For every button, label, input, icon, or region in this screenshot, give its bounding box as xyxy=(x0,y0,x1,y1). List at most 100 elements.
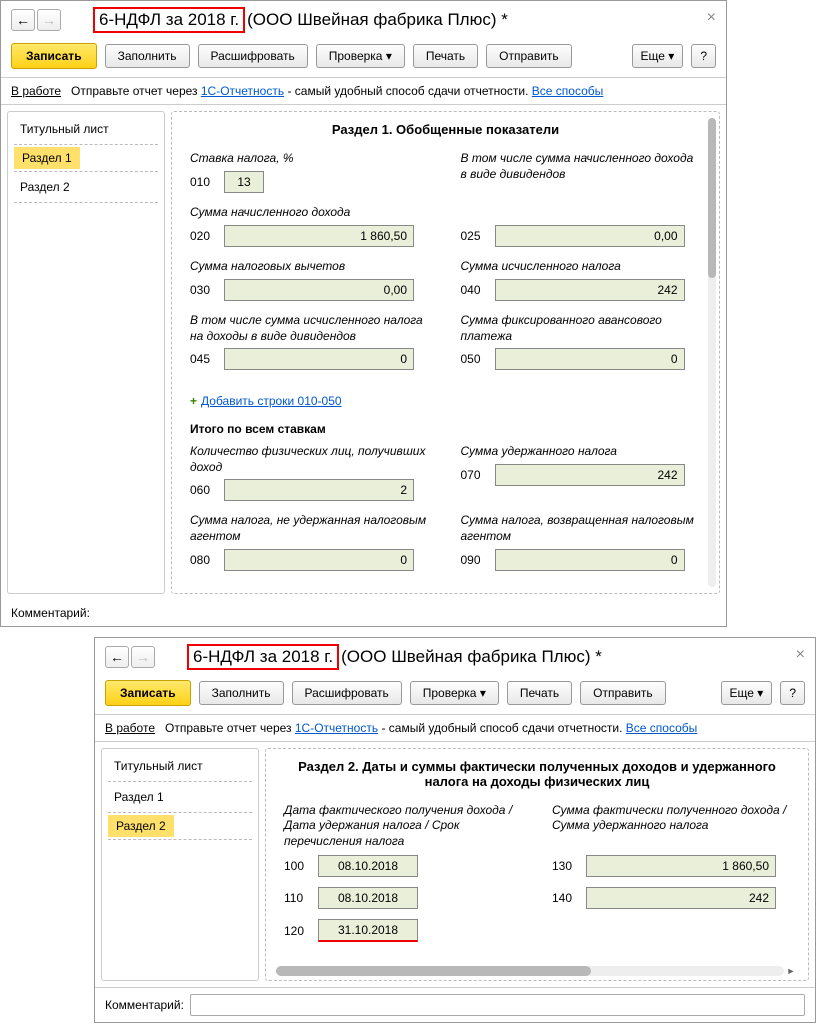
close-icon[interactable]: × xyxy=(796,646,805,664)
field-050[interactable]: 0 xyxy=(495,348,685,370)
label-sums: Сумма фактически полученного дохода / Су… xyxy=(552,803,790,834)
chevron-down-icon: ▾ xyxy=(480,686,486,700)
save-button[interactable]: Записать xyxy=(105,680,191,706)
send-button[interactable]: Отправить xyxy=(486,44,572,68)
fill-button[interactable]: Заполнить xyxy=(105,44,190,68)
label-dividend-income: В том числе сумма начисленного дохода в … xyxy=(461,151,702,182)
body: Титульный лист Раздел 1 Раздел 2 Раздел … xyxy=(1,105,726,600)
sidebar: Титульный лист Раздел 1 Раздел 2 xyxy=(101,748,259,982)
body: Титульный лист Раздел 1 Раздел 2 Раздел … xyxy=(95,742,815,988)
decode-button[interactable]: Расшифровать xyxy=(198,44,308,68)
link-all-methods[interactable]: Все способы xyxy=(626,721,698,735)
field-120[interactable]: 31.10.2018 xyxy=(318,919,418,942)
comment-input[interactable] xyxy=(190,994,805,1016)
chevron-down-icon: ▾ xyxy=(757,686,763,700)
send-button[interactable]: Отправить xyxy=(580,681,666,705)
title-rest: (ООО Швейная фабрика Плюс) * xyxy=(247,10,508,30)
sidebar: Титульный лист Раздел 1 Раздел 2 xyxy=(7,111,165,594)
comment-label: Комментарий: xyxy=(11,606,90,620)
content-section1: Раздел 1. Обобщенные показатели Ставка н… xyxy=(171,111,720,594)
save-button[interactable]: Записать xyxy=(11,43,97,69)
more-button[interactable]: Еще ▾ xyxy=(721,681,773,705)
chevron-down-icon: ▾ xyxy=(668,49,674,63)
status-text: Отправьте отчет через 1С-Отчетность - са… xyxy=(71,84,603,98)
h-scrollbar[interactable]: ◄ ► xyxy=(276,966,784,976)
help-button[interactable]: ? xyxy=(780,681,805,705)
close-icon[interactable]: × xyxy=(707,9,716,27)
field-090[interactable]: 0 xyxy=(495,549,685,571)
print-button[interactable]: Печать xyxy=(413,44,478,68)
code-130: 130 xyxy=(552,859,586,873)
nav-back-button[interactable]: ← xyxy=(11,9,35,31)
label-withheld: Сумма удержанного налога xyxy=(461,444,702,460)
help-button[interactable]: ? xyxy=(691,44,716,68)
toolbar: Записать Заполнить Расшифровать Проверка… xyxy=(95,676,815,714)
field-040[interactable]: 242 xyxy=(495,279,685,301)
plus-icon: + xyxy=(190,394,197,408)
link-1c-report[interactable]: 1С-Отчетность xyxy=(201,84,284,98)
title-highlight: 6-НДФЛ за 2018 г. xyxy=(93,7,245,33)
nav-back-button[interactable]: ← xyxy=(105,646,129,668)
toolbar: Записать Заполнить Расшифровать Проверка… xyxy=(1,39,726,77)
code-040: 040 xyxy=(461,283,495,297)
scroll-right-icon[interactable]: ► xyxy=(786,966,796,976)
field-060[interactable]: 2 xyxy=(224,479,414,501)
nav-forward-button[interactable]: → xyxy=(37,9,61,31)
title-rest: (ООО Швейная фабрика Плюс) * xyxy=(341,647,602,667)
field-020[interactable]: 1 860,50 xyxy=(224,225,414,247)
content-section2: Раздел 2. Даты и суммы фактически получе… xyxy=(265,748,809,982)
chevron-down-icon: ▾ xyxy=(386,49,392,63)
label-tax-rate: Ставка налога, % xyxy=(190,151,431,167)
field-100[interactable]: 08.10.2018 xyxy=(318,855,418,877)
field-045[interactable]: 0 xyxy=(224,348,414,370)
label-dates: Дата фактического получения дохода / Дат… xyxy=(284,803,522,850)
label-income: Сумма начисленного дохода xyxy=(190,205,431,221)
more-button[interactable]: Еще ▾ xyxy=(632,44,684,68)
field-140[interactable]: 242 xyxy=(586,887,776,909)
check-button[interactable]: Проверка ▾ xyxy=(410,681,499,705)
check-button[interactable]: Проверка ▾ xyxy=(316,44,405,68)
window-section1: ← → 6-НДФЛ за 2018 г. (ООО Швейная фабри… xyxy=(0,0,727,627)
fill-button[interactable]: Заполнить xyxy=(199,681,284,705)
label-fixed-advance: Сумма фиксированного авансового платежа xyxy=(461,313,702,344)
decode-button[interactable]: Расшифровать xyxy=(292,681,402,705)
status-label[interactable]: В работе xyxy=(11,84,61,98)
section-heading: Раздел 2. Даты и суммы фактически получе… xyxy=(284,759,790,789)
print-button[interactable]: Печать xyxy=(507,681,572,705)
link-all-methods[interactable]: Все способы xyxy=(532,84,604,98)
label-not-withheld: Сумма налога, не удержанная налоговым аг… xyxy=(190,513,431,544)
add-rows-link[interactable]: Добавить строки 010-050 xyxy=(201,394,342,408)
field-080[interactable]: 0 xyxy=(224,549,414,571)
sidebar-item-section2[interactable]: Раздел 2 xyxy=(8,174,164,200)
nav-forward-button[interactable]: → xyxy=(131,646,155,668)
status-label[interactable]: В работе xyxy=(105,721,155,735)
h-scrollbar-thumb[interactable] xyxy=(276,966,591,976)
code-020: 020 xyxy=(190,229,224,243)
label-div-tax: В том числе сумма исчисленного налога на… xyxy=(190,313,431,344)
status-bar: В работе Отправьте отчет через 1С-Отчетн… xyxy=(1,77,726,105)
sidebar-item-section1[interactable]: Раздел 1 xyxy=(14,147,80,169)
code-050: 050 xyxy=(461,352,495,366)
field-130[interactable]: 1 860,50 xyxy=(586,855,776,877)
code-060: 060 xyxy=(190,483,224,497)
sidebar-item-section2[interactable]: Раздел 2 xyxy=(108,815,174,837)
field-010[interactable]: 13 xyxy=(224,171,264,193)
window-title: 6-НДФЛ за 2018 г. (ООО Швейная фабрика П… xyxy=(187,644,602,670)
sidebar-item-title-page[interactable]: Титульный лист xyxy=(8,116,164,142)
link-1c-report[interactable]: 1С-Отчетность xyxy=(295,721,378,735)
field-030[interactable]: 0,00 xyxy=(224,279,414,301)
status-bar: В работе Отправьте отчет через 1С-Отчетн… xyxy=(95,714,815,742)
code-010: 010 xyxy=(190,175,224,189)
code-080: 080 xyxy=(190,553,224,567)
sidebar-item-title-page[interactable]: Титульный лист xyxy=(102,753,258,779)
comment-row: Комментарий: xyxy=(95,987,815,1022)
field-110[interactable]: 08.10.2018 xyxy=(318,887,418,909)
section-heading: Раздел 1. Обобщенные показатели xyxy=(190,122,701,137)
sidebar-item-section1[interactable]: Раздел 1 xyxy=(102,784,258,810)
scrollbar-thumb[interactable] xyxy=(708,118,716,278)
title-highlight: 6-НДФЛ за 2018 г. xyxy=(187,644,339,670)
window-title: 6-НДФЛ за 2018 г. (ООО Швейная фабрика П… xyxy=(93,7,508,33)
field-025[interactable]: 0,00 xyxy=(495,225,685,247)
field-070[interactable]: 242 xyxy=(495,464,685,486)
status-text: Отправьте отчет через 1С-Отчетность - са… xyxy=(165,721,697,735)
